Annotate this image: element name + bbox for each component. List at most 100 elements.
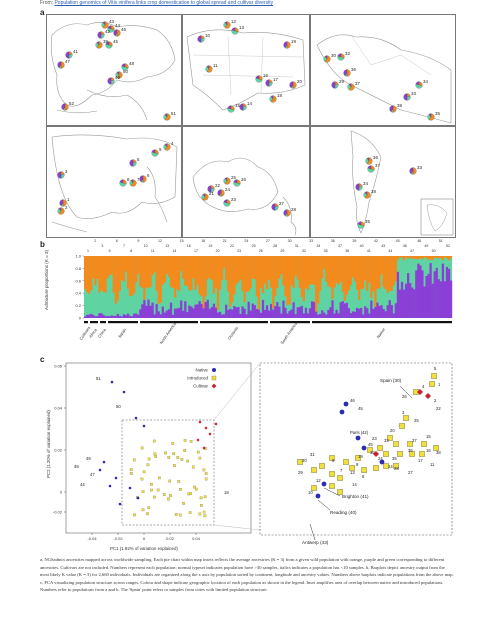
inset-point-cultivar (417, 389, 423, 395)
pca-xtick-label: -0.02 (113, 536, 123, 541)
barplot-population-number: 30 (288, 239, 292, 243)
admixture-bar-orange (108, 256, 111, 276)
admixture-bar-orange (229, 256, 232, 307)
admixture-bar-purple (239, 313, 242, 318)
map-pie-slice (207, 185, 212, 193)
admixture-bar-purple (220, 314, 224, 318)
admixture-bar-purple (137, 314, 140, 318)
admixture-bar-purple (433, 271, 436, 318)
map-pie-slice (164, 113, 168, 118)
admixture-bar-orange (419, 256, 422, 259)
admixture-bar-purple (243, 308, 246, 318)
admixture-bar-orange (286, 256, 289, 306)
inset-point-introduced (349, 465, 355, 471)
pca-xtick-label: 0 (143, 536, 146, 541)
pca-point-introduced (140, 477, 144, 481)
map-population-number: 50 (123, 69, 128, 74)
annotation-spain: Spain (30) (380, 378, 402, 383)
barplot-population-number: 2 (94, 239, 96, 243)
pca-point-cultivar (196, 438, 200, 442)
admixture-bar-purple (141, 304, 144, 318)
admixture-bar-orange (249, 256, 252, 289)
map-pie-slice (364, 191, 371, 199)
map-pie-slice (292, 81, 297, 89)
map-pie-slice (227, 105, 232, 110)
admixture-bar-orange (118, 256, 121, 291)
admixture-bar-orange (184, 256, 187, 286)
barplot-population-number: 47 (410, 249, 414, 253)
map-europe: 43 44 42 46 39 45 41 47 50 48 49 52 51 (46, 14, 182, 126)
map-pie-slice (220, 189, 225, 197)
admixture-bar-purple (200, 304, 203, 318)
admixture-bar-purple (255, 308, 258, 318)
admixture-bar-purple (308, 308, 312, 318)
admixture-bar-orange (98, 256, 101, 293)
admixture-bar-orange (251, 256, 254, 279)
map-pie-slice (164, 143, 171, 151)
admixture-bar-purple (133, 313, 136, 318)
map-pie-slice (343, 69, 348, 76)
admixture-bar-purple (263, 309, 267, 318)
admixture-bar-purple (276, 302, 279, 318)
inset-point-introduced (329, 471, 335, 477)
admixture-bar-orange (372, 256, 375, 292)
map-north-america: 12 13 10 19 11 16 17 20 18 15 14 (182, 14, 310, 126)
barplot-group-label: Africa (88, 327, 98, 339)
admixture-bar-purple (298, 306, 301, 318)
pca-point-introduced (141, 490, 145, 493)
map-pie-slice (239, 103, 244, 111)
inset-population-label: 30 (302, 458, 307, 463)
map-population-number: 38 (371, 189, 376, 194)
barplot-population-number: 1 (87, 249, 89, 253)
map-population-number: 35 (365, 219, 370, 224)
pca-point-introduced (191, 465, 195, 469)
inset-population-label: 36 (408, 448, 413, 453)
admixture-bar-orange (204, 256, 207, 297)
pca-point-cultivar (198, 420, 202, 424)
barplot-ylabel: Admixture proportions (K = 3) (44, 249, 49, 310)
pca-ylabel: PC2 (1.20% of variation explained) (46, 410, 51, 478)
admixture-bar-purple (112, 315, 115, 318)
barplot-group-label: China (97, 327, 108, 339)
map-population-number: 48 (129, 61, 134, 66)
barplot-population-number: 35 (324, 249, 328, 253)
map-pie-slice (357, 221, 362, 226)
admixture-bar-purple (319, 313, 322, 318)
admixture-bar-purple (116, 313, 119, 318)
pca-point-introduced (164, 451, 167, 455)
pca-point-introduced (156, 488, 160, 492)
inset-population-label: 16 (426, 448, 431, 453)
admixture-bar-orange (92, 256, 95, 279)
admixture-bar-orange (449, 256, 453, 258)
inset-point-introduced (393, 441, 399, 447)
map-pie-slice (96, 41, 103, 49)
pca-population-label: 50 (116, 404, 121, 409)
admixture-bar-purple (143, 300, 146, 318)
admixture-bar-purple (304, 307, 308, 318)
pca-ytick-label: 0.02 (54, 448, 63, 453)
admixture-bar-orange (102, 256, 105, 292)
admixture-bar-orange (431, 256, 434, 261)
barplot-ytick-label: 1.0 (75, 254, 81, 259)
admixture-bar-orange (202, 256, 205, 309)
pca-point-introduced (141, 508, 145, 512)
pca-point-introduced (183, 439, 187, 442)
article-link[interactable]: Population genomics of Vitis vinifera li… (54, 0, 274, 6)
admixture-bar-orange (306, 256, 310, 290)
inset-point-introduced (393, 463, 399, 469)
map-pie-slice (113, 29, 118, 36)
admixture-bar-orange (341, 256, 344, 292)
inset-point-introduced (361, 467, 367, 473)
admixture-bar-orange (353, 256, 357, 282)
map-population-number: 47 (65, 59, 70, 64)
pca-point-introduced (204, 472, 208, 475)
annotation-brighton: Brighton (41) (342, 494, 369, 499)
map-pie-slice (60, 61, 65, 69)
admixture-bar-orange (337, 256, 340, 285)
admixture-bar-purple (229, 308, 232, 318)
pca-point-native (114, 476, 118, 480)
admixture-bar-orange (135, 256, 138, 283)
pca-point-introduced (182, 502, 185, 505)
admixture-bar-purple (378, 306, 381, 318)
pca-point-native (136, 496, 140, 500)
